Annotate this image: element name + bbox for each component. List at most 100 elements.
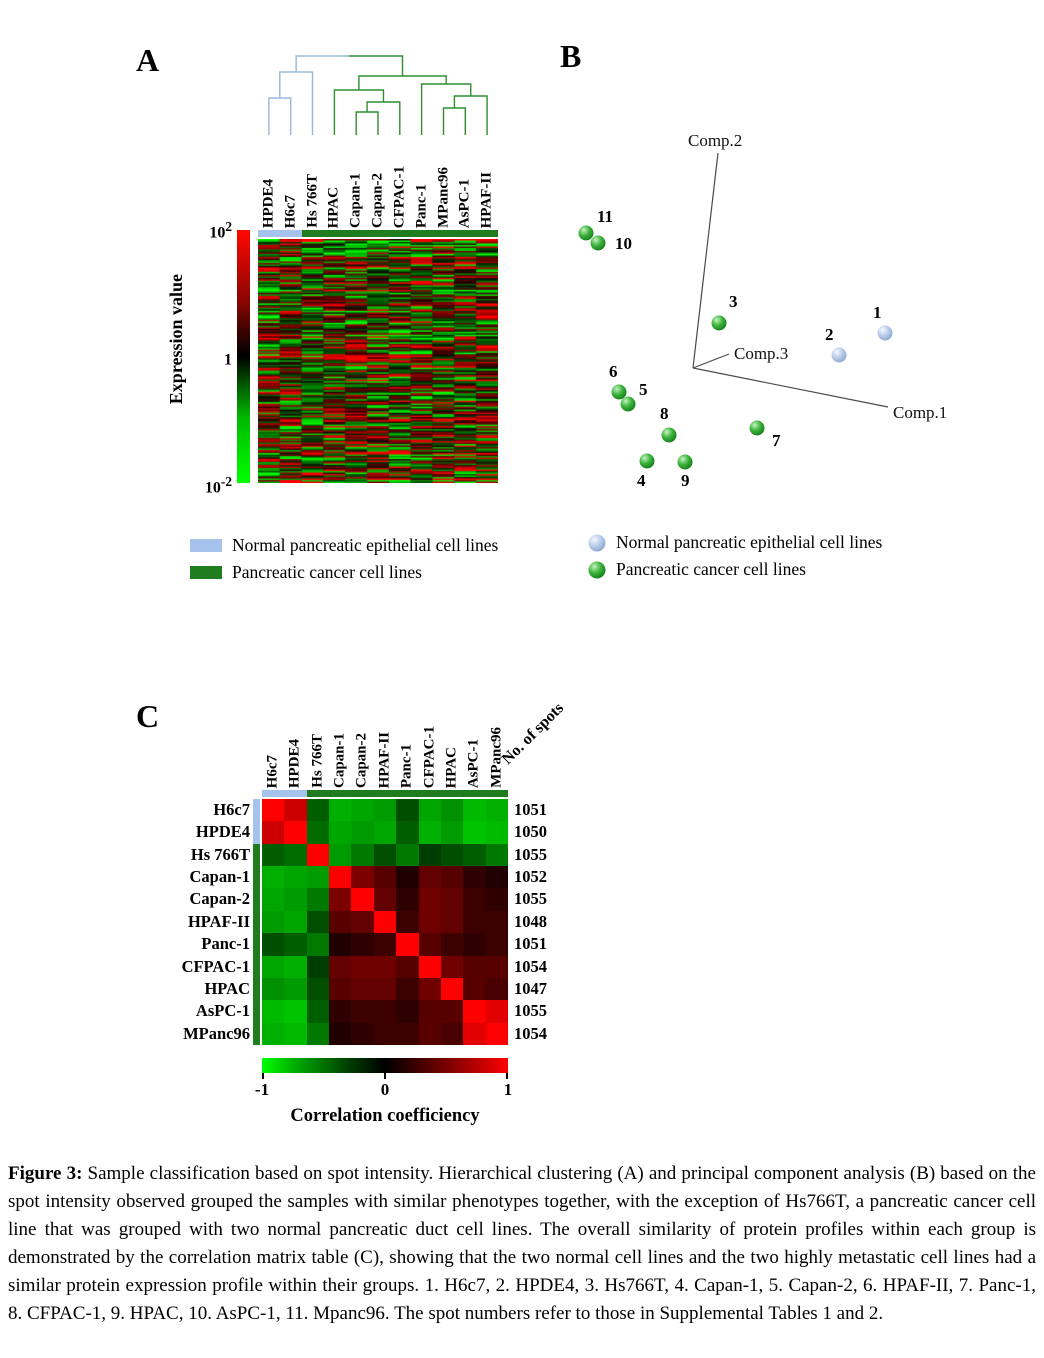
corr-matrix-row-labels: H6c7 HPDE4 Hs 766T Capan-1 Capan-2 HPAF-II Pan… xyxy=(105,799,250,1045)
corr-cell-Panc-1-HPDE4 xyxy=(284,933,307,956)
corr-cell-Capan-2-HPAF-II xyxy=(373,888,397,911)
corr-matrix-column-label: HPDE4 xyxy=(287,738,304,788)
corr-cell-Hs766T-CFPAC-1 xyxy=(418,843,441,867)
pca-point-capan-2 xyxy=(620,396,636,412)
corr-cell-HPAF-II-AsPC-1 xyxy=(463,910,486,934)
group-band-c-rows-cancer xyxy=(253,843,260,1045)
colorbar-min-label: -1 xyxy=(254,1080,270,1099)
corr-cell-Panc-1-Panc-1 xyxy=(396,933,419,956)
legend-a-cancer: Pancreatic cancer cell lines xyxy=(190,562,498,582)
legend-a: Normal pancreatic epithelial cell lines … xyxy=(190,535,498,591)
corr-cell-HPAF-II-Hs766T xyxy=(306,910,330,934)
no-of-spots-value: 1054 xyxy=(514,1023,547,1043)
pca-point-hs766t xyxy=(711,315,727,331)
corr-matrix-column-label: CFPAC-1 xyxy=(421,725,438,788)
normal-swatch-icon xyxy=(190,539,222,553)
dendrogram-link xyxy=(420,83,472,135)
axis-label-comp3: Comp.3 xyxy=(734,344,788,363)
corr-cell-AsPC-1-Capan-2 xyxy=(351,1000,374,1023)
corr-cell-H6c7-Panc-1 xyxy=(396,799,419,822)
corr-cell-Capan-1-Capan-1 xyxy=(329,866,352,889)
no-of-spots-header: No. of spots xyxy=(498,699,568,768)
heatmap-a-column-label: AsPC-1 xyxy=(456,178,473,228)
corr-cell-CFPAC-1-Capan-1 xyxy=(329,955,352,978)
corr-cell-HPAF-II-MPanc96 xyxy=(485,910,508,934)
corr-matrix-column-label: HPAF-II xyxy=(376,731,393,788)
corr-cell-Capan-2-HPAC xyxy=(440,888,464,911)
corr-cell-CFPAC-1-Hs766T xyxy=(306,955,330,978)
pca-point-number: 9 xyxy=(681,471,690,490)
corr-cell-HPDE4-HPAC xyxy=(440,821,464,844)
heatmap-a-column-label: Capan-2 xyxy=(369,172,386,228)
corr-cell-CFPAC-1-HPDE4 xyxy=(284,955,307,978)
corr-cell-Capan-1-Panc-1 xyxy=(396,866,419,889)
corr-matrix-row-label: Hs 766T xyxy=(190,844,250,864)
corr-cell-HPAC-MPanc96 xyxy=(485,977,508,1001)
corr-cell-HPAC-CFPAC-1 xyxy=(418,977,441,1001)
corr-cell-Capan-1-AsPC-1 xyxy=(463,866,486,889)
pca-point-hpac xyxy=(677,454,693,470)
dendrogram-link xyxy=(349,55,404,76)
pca-point-aspc-1 xyxy=(590,235,606,251)
corr-cell-H6c7-Hs766T xyxy=(306,799,330,822)
corr-cell-Hs766T-MPanc96 xyxy=(485,843,508,867)
corr-matrix-column-label: Panc-1 xyxy=(398,743,415,788)
corr-cell-Panc-1-AsPC-1 xyxy=(463,933,486,956)
tick-base: 10 xyxy=(204,479,221,497)
corr-matrix-row-label: HPAC xyxy=(204,978,250,998)
corr-cell-Capan-2-Capan-1 xyxy=(329,888,352,911)
legend-b: Normal pancreatic epithelial cell lines … xyxy=(588,532,882,588)
dendrogram-link xyxy=(279,71,314,135)
corr-matrix-row-label: Capan-1 xyxy=(189,867,250,887)
corr-cell-Capan-1-HPAC xyxy=(440,866,464,889)
corr-cell-HPAC-Capan-2 xyxy=(351,977,374,1001)
no-of-spots-column: 1051 1050 1055 1052 1055 1048 1051 1054 1047 1055… xyxy=(514,799,584,1045)
legend-b-normal: Normal pancreatic epithelial cell lines xyxy=(588,532,882,552)
no-of-spots-value: 1048 xyxy=(514,911,547,931)
expression-value-axis-label: Expression value xyxy=(166,274,186,405)
no-of-spots-value: 1055 xyxy=(514,844,547,864)
no-of-spots-value: 1051 xyxy=(514,934,547,954)
colorbar-tick-min xyxy=(262,1073,264,1079)
corr-matrix-column-label: Capan-2 xyxy=(354,732,371,788)
corr-cell-H6c7-HPDE4 xyxy=(284,799,307,822)
cancer-swatch-icon xyxy=(190,566,222,580)
heatmap-a-column-labels: HPDE4 H6c7 Hs 766T HPAC Capan-1 Capan-2 CFPAC-… xyxy=(258,130,498,228)
figure-caption-text: Sample classification based on spot inte… xyxy=(8,1163,1036,1324)
pca-point-number: 5 xyxy=(639,380,648,399)
corr-cell-AsPC-1-CFPAC-1 xyxy=(418,1000,441,1023)
corr-cell-HPAF-II-HPDE4 xyxy=(284,910,307,934)
corr-matrix-column-label: Hs 766T xyxy=(309,734,326,788)
no-of-spots-value: 1055 xyxy=(514,1001,547,1021)
corr-cell-HPAC-Hs766T xyxy=(306,977,330,1001)
correlation-colorbar xyxy=(262,1058,508,1079)
corr-cell-HPAC-HPAC xyxy=(440,977,464,1001)
no-of-spots-value: 1051 xyxy=(514,800,547,819)
tick-exp: -2 xyxy=(220,474,232,489)
heatmap-a-column-label: CFPAC-1 xyxy=(391,165,408,228)
figure-caption: Figure 3: Sample classification based on… xyxy=(8,1160,1036,1328)
corr-cell-Capan-2-Hs766T xyxy=(306,888,330,911)
corr-matrix-column-label: HPAC xyxy=(443,746,460,788)
group-band-c-rows xyxy=(253,799,260,1045)
corr-cell-MPanc96-Hs766T xyxy=(306,1022,330,1045)
corr-matrix-row-label: HPAF-II xyxy=(187,911,250,931)
heatmap-a-column-label: MPanc96 xyxy=(434,167,451,228)
pca-point-number: 8 xyxy=(660,404,669,423)
legend-a-normal: Normal pancreatic epithelial cell lines xyxy=(190,535,498,555)
corr-cell-Hs766T-AsPC-1 xyxy=(463,843,486,867)
corr-cell-HPAF-II-CFPAC-1 xyxy=(418,910,441,934)
corr-cell-HPAF-II-Capan-2 xyxy=(351,910,374,934)
heatmap-a-column-label: HPAC xyxy=(325,186,342,228)
corr-cell-Hs766T-Panc-1 xyxy=(396,843,419,867)
colorbar-mid-label: 0 xyxy=(380,1080,390,1099)
corr-cell-HPAF-II-Capan-1 xyxy=(329,910,352,934)
dendrogram xyxy=(268,55,488,135)
pca-axes: Comp.2 Comp.3 Comp.1 xyxy=(688,131,947,422)
corr-cell-MPanc96-Panc-1 xyxy=(396,1022,419,1045)
corr-matrix-row-label: MPanc96 xyxy=(183,1023,250,1043)
corr-cell-CFPAC-1-Panc-1 xyxy=(396,955,419,978)
corr-matrix-row-label: H6c7 xyxy=(213,800,250,819)
